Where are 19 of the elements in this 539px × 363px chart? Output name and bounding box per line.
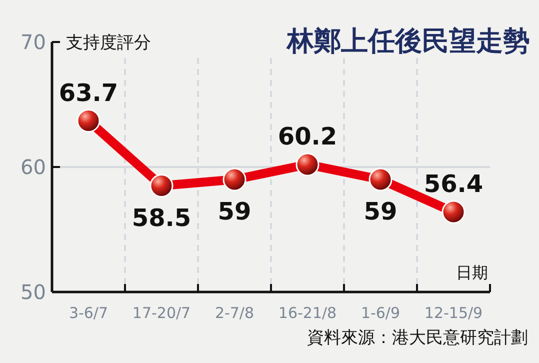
- x-tick-label: 3-6/7: [68, 304, 108, 322]
- y-axis-title: 支持度評分: [66, 33, 151, 53]
- x-tick-label: 1-6/9: [360, 304, 400, 322]
- chart-title: 林鄭上任後民望走勢: [286, 26, 530, 57]
- x-tick-label: 16-21/8: [278, 304, 337, 322]
- y-tick-label: 50: [20, 280, 46, 304]
- x-tick-label: 2-7/8: [214, 304, 254, 322]
- data-label: 58.5: [132, 204, 192, 232]
- source-note: 資料來源：港大民意研究計劃: [307, 328, 528, 348]
- x-tick-label: 17-20/7: [132, 304, 191, 322]
- data-label: 63.7: [58, 78, 118, 107]
- data-label: 56.4: [424, 170, 484, 198]
- y-tick-label: 60: [20, 155, 46, 179]
- x-tick-label: 12-15/9: [424, 304, 483, 322]
- x-axis-title: 日期: [456, 263, 488, 282]
- data-label: 60.2: [278, 122, 338, 150]
- data-label: 59: [218, 198, 252, 226]
- y-tick-label: 70: [20, 30, 46, 54]
- data-label: 59: [364, 198, 398, 226]
